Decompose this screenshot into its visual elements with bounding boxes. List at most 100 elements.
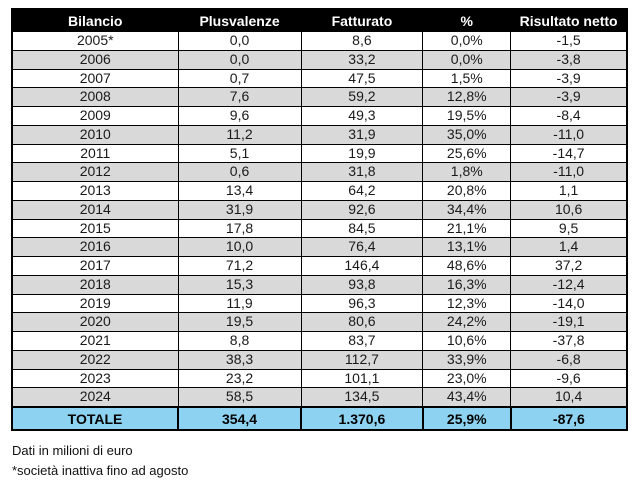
table-cell: 2005*: [11, 31, 179, 51]
table-cell: 2009: [11, 106, 179, 126]
table-cell: -12,4: [510, 274, 628, 295]
table-cell: 10,6: [510, 199, 628, 220]
table-row: 2005* 0,0 8,6 0,0% -1,5: [11, 31, 628, 51]
table-cell: 2012: [11, 162, 179, 182]
table-cell: 2022: [11, 349, 179, 370]
table-body: 2005* 0,0 8,6 0,0% -1,5 2006 0,0 33,2 0,0% -3,8 20…: [11, 31, 628, 408]
table-cell: -6,8: [510, 349, 628, 370]
table-cell: 2007: [11, 68, 179, 89]
table-cell: 2008: [11, 87, 179, 107]
table-cell: 101,1: [300, 368, 424, 389]
table-cell: 76,4: [300, 237, 424, 257]
footnote-asterisk: *società inattiva fino ad agosto: [12, 463, 189, 478]
total-risultato-netto: -87,6: [509, 406, 629, 431]
column-header-percent: %: [422, 8, 512, 32]
table-cell: 5,1: [177, 143, 302, 164]
table-row: 2023 23,2 101,1 23,0% -9,6: [11, 368, 628, 389]
table-cell: 7,6: [177, 87, 302, 107]
table-cell: 0,0: [177, 31, 302, 51]
table-cell: 31,9: [300, 124, 424, 145]
table-cell: 11,9: [177, 293, 302, 314]
table-cell: 2019: [11, 293, 179, 314]
table-row: 2024 58,5 134,5 43,4% 10,4: [11, 387, 628, 408]
total-percent: 25,9%: [421, 406, 512, 431]
table-row: 2011 5,1 19,9 25,6% -14,7: [11, 143, 628, 164]
table-row: 2016 10,0 76,4 13,1% 1,4: [11, 237, 628, 257]
table-cell: 23,2: [177, 368, 302, 389]
table-cell: 112,7: [300, 349, 424, 370]
table-cell: 2020: [11, 312, 179, 332]
table-cell: 58,5: [177, 387, 302, 408]
table-cell: 8,8: [177, 331, 302, 351]
table-cell: 64,2: [300, 181, 424, 201]
table-cell: -37,8: [510, 331, 628, 351]
table-cell: 24,2%: [422, 312, 512, 332]
table-cell: 2010: [11, 124, 179, 145]
table-row: 2022 38,3 112,7 33,9% -6,8: [11, 349, 628, 370]
financial-table: Bilancio Plusvalenze Fatturato % Risulta…: [10, 8, 629, 431]
table-cell: 11,2: [177, 124, 302, 145]
table-cell: 0,6: [177, 162, 302, 182]
table-row: 2018 15,3 93,8 16,3% -12,4: [11, 274, 628, 295]
table-cell: -1,5: [510, 31, 628, 51]
table-cell: -9,6: [510, 368, 628, 389]
table-cell: 80,6: [300, 312, 424, 332]
table-cell: 49,3: [300, 106, 424, 126]
table-cell: 31,9: [177, 199, 302, 220]
table-cell: 83,7: [300, 331, 424, 351]
table-cell: 16,3%: [422, 274, 512, 295]
table-footer: TOTALE 354,4 1.370,6 25,9% -87,6: [10, 406, 629, 431]
table-cell: 0,0%: [422, 49, 512, 70]
column-header-bilancio: Bilancio: [11, 8, 179, 32]
total-label: TOTALE: [10, 406, 180, 431]
table-cell: 92,6: [300, 199, 424, 220]
table-row: 2015 17,8 84,5 21,1% 9,5: [11, 218, 628, 239]
table-row: 2020 19,5 80,6 24,2% -19,1: [11, 312, 628, 332]
table-cell: 0,0%: [422, 31, 512, 51]
table-cell: -3,8: [510, 49, 628, 70]
column-header-risultato-netto: Risultato netto: [510, 8, 628, 32]
table-cell: 19,5: [177, 312, 302, 332]
table-cell: 2011: [11, 143, 179, 164]
table-cell: 8,6: [300, 31, 424, 51]
table-row: 2006 0,0 33,2 0,0% -3,8: [11, 49, 628, 70]
table-cell: 33,2: [300, 49, 424, 70]
table-row: 2009 9,6 49,3 19,5% -8,4: [11, 106, 628, 126]
table-cell: 47,5: [300, 68, 424, 89]
table-row: 2008 7,6 59,2 12,8% -3,9: [11, 87, 628, 107]
table-cell: 71,2: [177, 256, 302, 276]
table-cell: 2018: [11, 274, 179, 295]
table-cell: -11,0: [510, 124, 628, 145]
table-cell: 2015: [11, 218, 179, 239]
table-cell: 59,2: [300, 87, 424, 107]
table-cell: 17,8: [177, 218, 302, 239]
table-cell: 2017: [11, 256, 179, 276]
table-cell: 34,4%: [422, 199, 512, 220]
table-cell: 2006: [11, 49, 179, 70]
table-cell: 31,8: [300, 162, 424, 182]
table-cell: 2014: [11, 199, 179, 220]
table-cell: 93,8: [300, 274, 424, 295]
table-cell: -3,9: [510, 87, 628, 107]
table-header: Bilancio Plusvalenze Fatturato % Risulta…: [11, 8, 628, 32]
table-cell: 19,5%: [422, 106, 512, 126]
table-row: 2012 0,6 31,8 1,8% -11,0: [11, 162, 628, 182]
table-cell: 9,6: [177, 106, 302, 126]
table-cell: 1,1: [510, 181, 628, 201]
table-cell: 12,8%: [422, 87, 512, 107]
footnotes: Dati in milioni di euro *società inattiv…: [12, 441, 188, 481]
table-cell: 13,4: [177, 181, 302, 201]
footnote-units: Dati in milioni di euro: [12, 443, 133, 458]
table-cell: -8,4: [510, 106, 628, 126]
table-cell: 15,3: [177, 274, 302, 295]
table-cell: 35,0%: [422, 124, 512, 145]
table-cell: 0,7: [177, 68, 302, 89]
total-plusvalenze: 354,4: [177, 406, 303, 431]
table-cell: 12,3%: [422, 293, 512, 314]
table-cell: -19,1: [510, 312, 628, 332]
table-cell: 84,5: [300, 218, 424, 239]
table-cell: -11,0: [510, 162, 628, 182]
table-cell: 96,3: [300, 293, 424, 314]
column-header-plusvalenze: Plusvalenze: [177, 8, 302, 32]
